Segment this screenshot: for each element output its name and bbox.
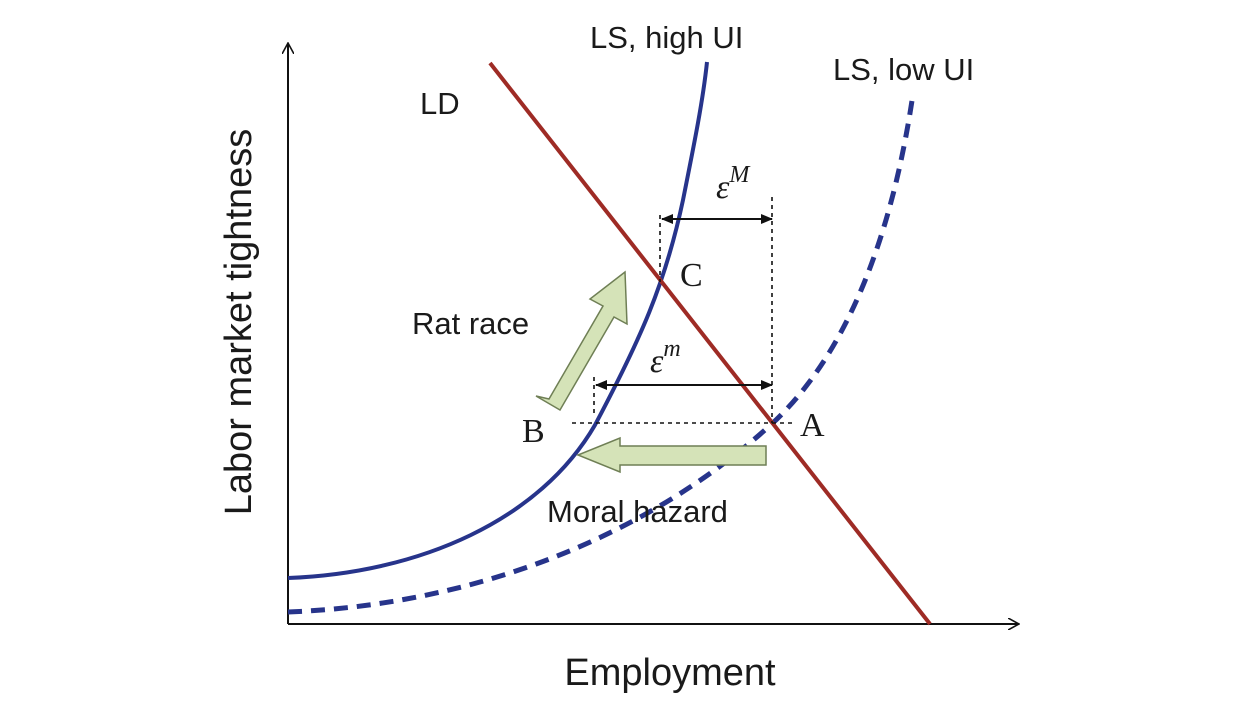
ld-label: LD: [420, 86, 460, 121]
point-c-label: C: [680, 257, 703, 294]
x-axis-label: Employment: [564, 652, 776, 694]
point-a-label: A: [800, 407, 825, 444]
epsilon-upper-superscript: M: [728, 162, 751, 188]
epsilon-lower-label: εm: [650, 336, 681, 380]
point-b-label: B: [522, 413, 545, 450]
y-axis-label: Labor market tightness: [218, 129, 260, 516]
epsilon-lower-superscript: m: [663, 336, 680, 362]
moral-hazard-arrow: [576, 436, 767, 474]
epsilon-upper-symbol: ε: [716, 169, 730, 206]
ls-high-ui-label: LS, high UI: [590, 20, 743, 55]
rat-race-label: Rat race: [412, 306, 529, 341]
ld-line: [488, 61, 932, 626]
epsilon-lower-symbol: ε: [650, 343, 664, 380]
epsilon-upper-label: εM: [716, 162, 751, 206]
ls-low-ui-curve: [287, 93, 916, 615]
ls-high-ui-curve: [287, 61, 709, 580]
ls-low-ui-label: LS, low UI: [833, 52, 974, 87]
moral-hazard-label: Moral hazard: [547, 494, 728, 529]
rat-race-arrow: [535, 270, 628, 412]
